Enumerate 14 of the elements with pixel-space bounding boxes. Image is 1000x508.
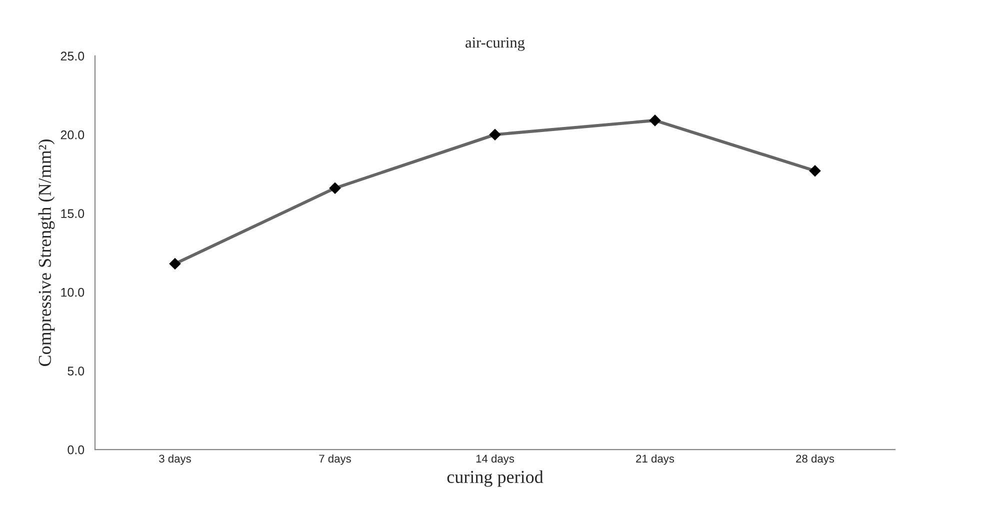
y-axis-title: Compressive Strength (N/mm²) (38, 139, 55, 366)
y-tick-label: 5.0 (68, 366, 84, 376)
y-tick-label: 25.0 (60, 52, 84, 61)
x-axis-title: curing period (447, 470, 544, 487)
y-tick-label: 0.0 (68, 445, 84, 454)
x-tick-label: 28 days (796, 454, 834, 465)
x-tick-label: 7 days (319, 454, 351, 465)
y-tick-label: 15.0 (61, 209, 84, 218)
x-tick-label: 21 days (636, 454, 674, 465)
y-tick-label: 20.0 (60, 130, 84, 140)
y-tick-label: 10.0 (61, 288, 84, 297)
chart-title: air-curing (466, 37, 525, 51)
x-tick-label: 14 days (476, 454, 514, 465)
x-tick-label: 3 days (159, 454, 191, 465)
